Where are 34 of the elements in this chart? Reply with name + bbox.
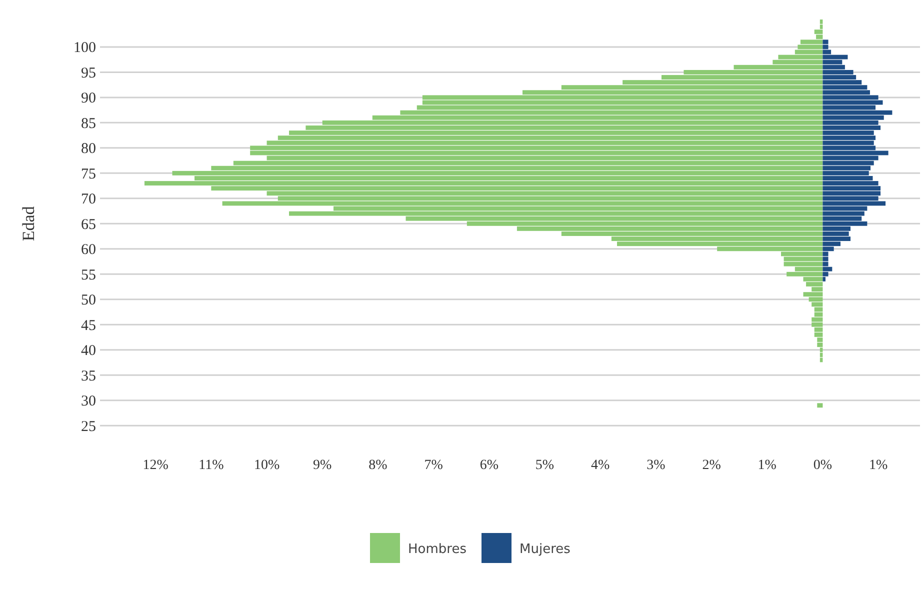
x-tick-label: 4% bbox=[591, 458, 610, 473]
x-tick-label: 1% bbox=[868, 458, 888, 473]
y-tick-label: 50 bbox=[81, 292, 96, 309]
x-tick-label: 2% bbox=[702, 458, 722, 473]
x-tick-label: 9% bbox=[313, 458, 332, 473]
x-tick-label: 12% bbox=[142, 458, 169, 473]
x-tick-label: 6% bbox=[480, 458, 499, 473]
x-tick-label: 8% bbox=[368, 458, 388, 473]
y-tick-label: 40 bbox=[81, 343, 96, 360]
y-tick-label: 80 bbox=[81, 141, 96, 158]
y-tick-label: 30 bbox=[81, 394, 96, 410]
x-tick-label: 0% bbox=[813, 458, 832, 473]
x-tick-label: 10% bbox=[254, 458, 280, 473]
x-tick-label: 7% bbox=[424, 458, 444, 473]
y-tick-label: 65 bbox=[81, 216, 96, 233]
legend-label: Mujeres bbox=[520, 542, 571, 557]
x-tick-label: 1% bbox=[758, 458, 777, 473]
y-tick-label: 35 bbox=[81, 368, 96, 384]
y-tick-label: 100 bbox=[74, 40, 96, 56]
x-tick-label: 3% bbox=[646, 458, 666, 473]
bar bbox=[817, 403, 823, 408]
y-tick-label: 90 bbox=[81, 90, 96, 107]
y-axis-title: Edad bbox=[19, 206, 38, 242]
x-tick-label: 5% bbox=[535, 458, 554, 473]
legend-label: Hombres bbox=[408, 542, 467, 557]
y-tick-label: 45 bbox=[81, 318, 96, 334]
y-tick-label: 70 bbox=[81, 192, 96, 208]
y-tick-label: 95 bbox=[81, 65, 96, 82]
y-tick-label: 85 bbox=[81, 116, 96, 132]
y-tick-label: 25 bbox=[81, 418, 96, 435]
y-tick-label: 60 bbox=[81, 242, 96, 258]
y-tick-label: 55 bbox=[81, 267, 96, 284]
y-tick-label: 75 bbox=[81, 166, 96, 182]
x-tick-label: 11% bbox=[198, 458, 224, 473]
